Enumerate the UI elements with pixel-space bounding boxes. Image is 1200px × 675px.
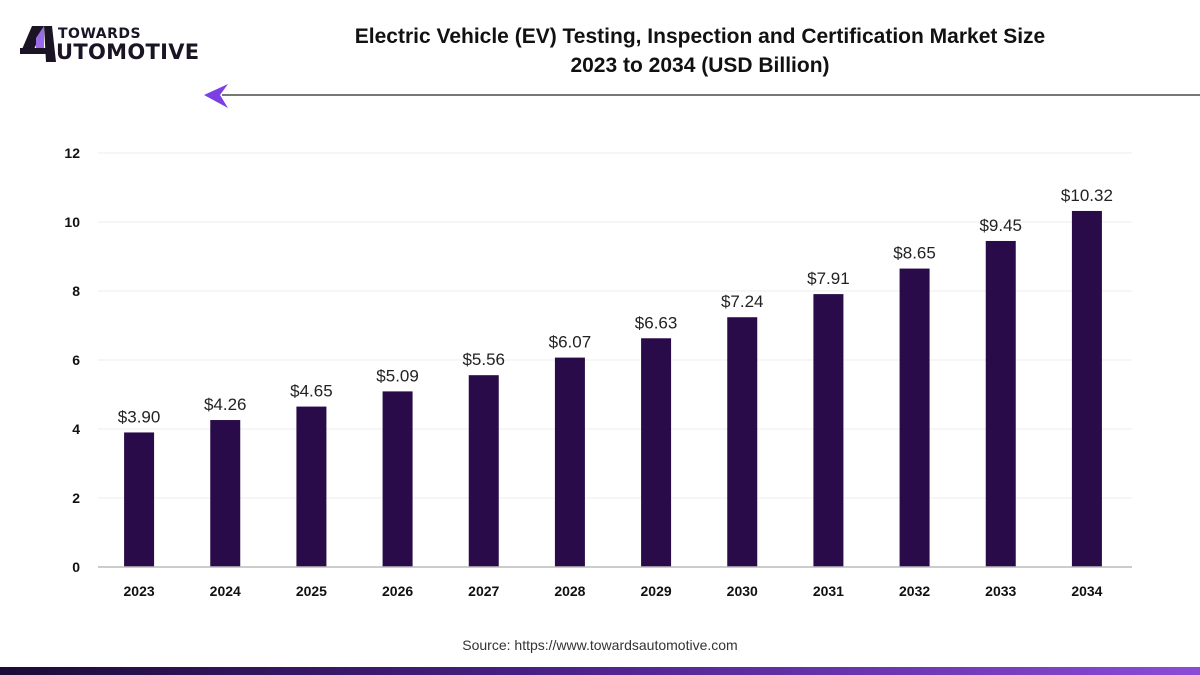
x-tick-label-2028: 2028 <box>554 583 585 599</box>
source-text: Source: https://www.towardsautomotive.co… <box>462 637 738 653</box>
bar-2031 <box>813 294 844 567</box>
bars <box>124 210 1102 567</box>
bar-2027 <box>468 375 499 567</box>
bar-2023 <box>124 432 155 567</box>
x-tick-label-2024: 2024 <box>210 583 241 599</box>
bar-2025 <box>296 406 327 567</box>
x-tick-label-2031: 2031 <box>813 583 844 599</box>
x-tick-label-2030: 2030 <box>727 583 758 599</box>
data-label-2028: $6.07 <box>549 333 592 352</box>
y-tick-label: 2 <box>72 490 80 506</box>
brand-logo: TOWARDS UTOMOTIVE <box>18 24 218 68</box>
bar-2028 <box>554 357 585 567</box>
data-label-2024: $4.26 <box>204 395 247 414</box>
y-tick-label: 6 <box>72 352 80 368</box>
gridlines <box>98 152 1132 499</box>
chart-title: Electric Vehicle (EV) Testing, Inspectio… <box>240 22 1160 80</box>
y-axis-ticks: 0 2 4 6 8 10 12 <box>64 145 80 575</box>
header-divider <box>222 94 1200 96</box>
data-label-2023: $3.90 <box>118 407 161 426</box>
bar-2032 <box>899 268 930 567</box>
data-label-2027: $5.56 <box>462 350 505 369</box>
data-label-2029: $6.63 <box>635 313 678 332</box>
x-tick-label-2023: 2023 <box>124 583 155 599</box>
x-tick-label-2029: 2029 <box>641 583 672 599</box>
x-axis-ticks: 2023 2024 2025 2026 2027 2028 2029 2030 2031 2032… <box>124 583 1103 599</box>
bar-2030 <box>727 317 758 567</box>
x-tick-label-2026: 2026 <box>382 583 413 599</box>
bottom-accent-bar <box>0 667 1200 675</box>
chart-title-line2: 2023 to 2034 (USD Billion) <box>570 54 830 77</box>
x-tick-label-2032: 2032 <box>899 583 930 599</box>
y-tick-label: 10 <box>64 214 80 230</box>
logo-text-bottom: UTOMOTIVE <box>56 40 200 64</box>
bar-2033 <box>985 240 1016 567</box>
x-tick-label-2033: 2033 <box>985 583 1016 599</box>
logo-text-top: TOWARDS <box>58 26 142 42</box>
chart-title-line1: Electric Vehicle (EV) Testing, Inspectio… <box>354 25 1046 48</box>
stylized-a-logo-icon <box>20 26 56 62</box>
y-tick-label: 4 <box>72 421 80 437</box>
arrow-left-icon <box>204 84 228 108</box>
y-tick-label: 12 <box>64 145 80 161</box>
y-tick-label: 0 <box>72 559 80 575</box>
data-label-2025: $4.65 <box>290 382 333 401</box>
data-label-2030: $7.24 <box>721 292 764 311</box>
bar-2029 <box>641 338 672 567</box>
x-tick-label-2025: 2025 <box>296 583 327 599</box>
bar-2026 <box>382 391 413 567</box>
data-label-2033: $9.45 <box>979 216 1022 235</box>
bar-2024 <box>210 420 241 567</box>
data-label-2034: $10.32 <box>1061 186 1113 205</box>
x-tick-label-2027: 2027 <box>468 583 499 599</box>
data-label-2031: $7.91 <box>807 269 850 288</box>
x-tick-label-2034: 2034 <box>1071 583 1102 599</box>
data-label-2026: $5.09 <box>376 366 419 385</box>
bar-2034 <box>1071 210 1102 567</box>
y-tick-label: 8 <box>72 283 80 299</box>
data-labels: $3.90 $4.26 $4.65 $5.09 $5.56 $6.07 $6.63 $7.24… <box>118 186 1113 426</box>
data-label-2032: $8.65 <box>893 244 936 263</box>
